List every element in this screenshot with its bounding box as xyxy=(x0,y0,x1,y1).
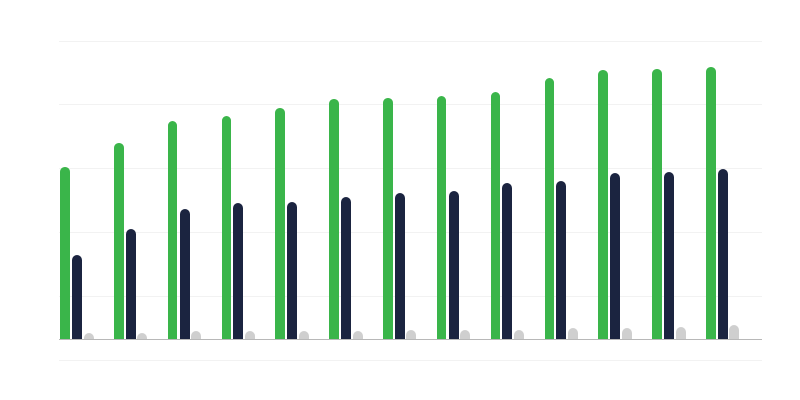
gridline xyxy=(59,104,762,106)
bar-series-1-green-group-3[interactable] xyxy=(167,120,178,340)
bar-series-3-gray-group-4[interactable] xyxy=(244,331,255,340)
bar-series-1-green-group-7[interactable] xyxy=(383,97,393,340)
bar-series-3-gray-group-8[interactable] xyxy=(460,329,471,340)
bar-series-2-navy-group-10[interactable] xyxy=(556,180,567,340)
bar-series-2-navy-group-9[interactable] xyxy=(502,183,513,340)
bar-series-2-navy-group-1[interactable] xyxy=(71,254,82,340)
bar-series-2-navy-group-7[interactable] xyxy=(394,192,405,340)
gridline xyxy=(59,231,762,233)
bar-series-1-green-group-10[interactable] xyxy=(544,78,555,340)
bar-series-3-gray-group-6[interactable] xyxy=(352,330,363,340)
x-axis-line xyxy=(59,338,762,341)
bar-series-1-green-group-2[interactable] xyxy=(114,143,124,340)
bar-series-2-navy-group-11[interactable] xyxy=(610,173,621,340)
bar-series-1-green-group-1[interactable] xyxy=(60,166,70,340)
bar-series-2-navy-group-8[interactable] xyxy=(448,190,459,340)
bar-series-3-gray-group-9[interactable] xyxy=(514,329,525,340)
bar-series-2-navy-group-12[interactable] xyxy=(663,171,674,340)
bar-series-3-gray-group-13[interactable] xyxy=(729,325,740,340)
bar-series-1-green-group-9[interactable] xyxy=(490,91,501,340)
gridline xyxy=(59,359,762,361)
bar-series-3-gray-group-12[interactable] xyxy=(675,326,686,340)
bar-series-1-green-group-5[interactable] xyxy=(275,108,285,340)
bar-series-1-green-group-11[interactable] xyxy=(598,70,608,340)
bar-series-2-navy-group-4[interactable] xyxy=(233,202,244,340)
gridline xyxy=(59,168,762,170)
bar-series-3-gray-group-2[interactable] xyxy=(137,332,148,340)
bar-series-3-gray-group-11[interactable] xyxy=(621,328,632,340)
bar-series-3-gray-group-10[interactable] xyxy=(567,328,578,340)
bar-series-1-green-group-12[interactable] xyxy=(652,68,662,340)
gridline xyxy=(59,40,762,42)
bar-series-3-gray-group-5[interactable] xyxy=(298,331,309,340)
bar-series-3-gray-group-1[interactable] xyxy=(83,332,94,340)
bar-series-2-navy-group-13[interactable] xyxy=(717,169,728,340)
bar-series-1-green-group-13[interactable] xyxy=(706,66,716,340)
bar-series-3-gray-group-3[interactable] xyxy=(191,331,202,340)
bar-series-2-navy-group-5[interactable] xyxy=(287,201,298,340)
bar-series-1-green-group-4[interactable] xyxy=(221,116,232,340)
bar-series-1-green-group-8[interactable] xyxy=(436,96,447,340)
bar-series-1-green-group-6[interactable] xyxy=(329,99,339,340)
bar-series-2-navy-group-3[interactable] xyxy=(179,209,190,340)
bar-series-2-navy-group-2[interactable] xyxy=(125,229,136,340)
gridline xyxy=(59,295,762,297)
bar-series-2-navy-group-6[interactable] xyxy=(341,196,351,340)
bar-series-3-gray-group-7[interactable] xyxy=(406,329,417,340)
